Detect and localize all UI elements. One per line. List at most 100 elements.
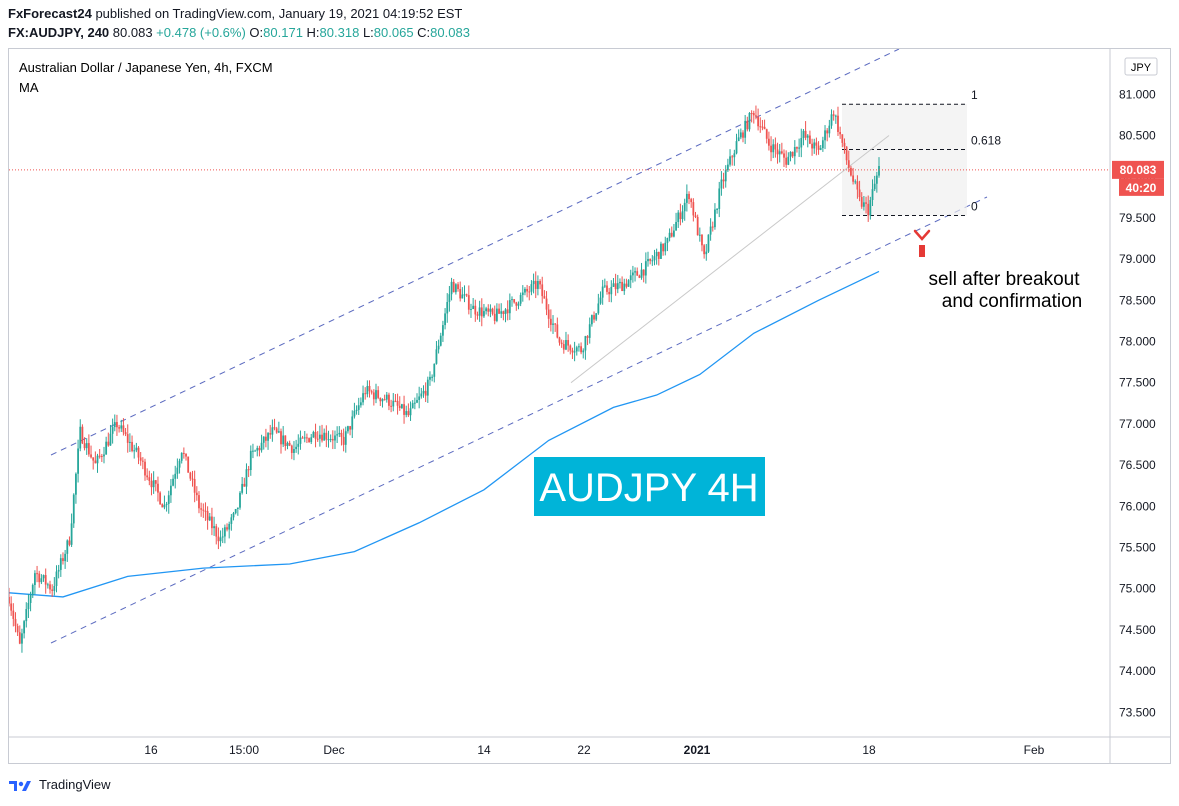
- candle-body: [228, 523, 231, 530]
- candle-body: [215, 526, 218, 537]
- candle-body: [638, 275, 641, 278]
- candle-body: [64, 553, 67, 562]
- candle-body: [321, 434, 323, 441]
- candle-body: [31, 585, 34, 596]
- candle-body: [105, 441, 108, 455]
- candle-body: [100, 455, 103, 457]
- time-tick: 15:00: [229, 743, 259, 757]
- price-tick: 74.500: [1119, 623, 1156, 637]
- tradingview-footer[interactable]: TradingView: [8, 777, 111, 792]
- candle-body: [303, 437, 306, 439]
- candle-body: [834, 115, 837, 117]
- candle-body: [435, 349, 438, 364]
- price-tick: 79.000: [1119, 252, 1156, 266]
- candle-body: [120, 425, 123, 429]
- price-tick: 79.500: [1119, 211, 1156, 225]
- candle-body: [77, 448, 79, 474]
- candle-body: [111, 427, 114, 434]
- candle-body: [409, 408, 412, 416]
- candle-body: [21, 633, 23, 644]
- close-label: C:: [417, 25, 431, 40]
- candle-body: [603, 285, 606, 287]
- candle-body: [867, 203, 870, 216]
- candle-body: [448, 294, 451, 302]
- candle-body: [748, 113, 751, 130]
- currency-badge[interactable]: [1124, 57, 1158, 76]
- candle-body: [696, 216, 699, 236]
- candle-body: [755, 115, 757, 117]
- chart-pane[interactable]: 1 0.618 0 73.500 74.000 74.500 75.000 75.500 76…: [8, 48, 1171, 764]
- price-chart[interactable]: 1 0.618 0 73.500 74.000 74.500 75.000 75.500 76…: [9, 49, 1170, 763]
- open-value: 80.171: [263, 25, 303, 40]
- candle-body: [556, 324, 559, 338]
- candle-body: [383, 399, 386, 401]
- candle-body: [357, 405, 360, 410]
- candle-body: [433, 363, 436, 377]
- annotation-line-1: sell after breakout: [928, 269, 1080, 290]
- candle-body: [14, 618, 17, 627]
- candle-body: [267, 433, 269, 441]
- candle-body: [578, 346, 580, 348]
- candle-body: [724, 170, 727, 182]
- candle-body: [828, 125, 831, 134]
- candle-body: [629, 275, 632, 281]
- price-tick: 78.500: [1119, 293, 1156, 307]
- candle-body: [36, 573, 38, 575]
- candle-body: [128, 441, 131, 443]
- candle-body: [284, 435, 287, 447]
- candle-body: [96, 455, 99, 464]
- candle-body: [677, 212, 680, 223]
- candle-body: [424, 390, 427, 396]
- candle-body: [640, 269, 643, 278]
- time-tick: 2021: [684, 743, 711, 757]
- candle-body: [163, 504, 166, 508]
- candle-body: [720, 179, 723, 189]
- candle-body: [206, 511, 209, 521]
- candle-body: [817, 145, 820, 150]
- candle-body: [722, 179, 725, 182]
- candle-body: [461, 294, 464, 299]
- candle-body: [675, 222, 677, 231]
- candle-body: [571, 350, 574, 353]
- candle-body: [593, 315, 595, 320]
- candle-body: [273, 427, 276, 429]
- candle-body: [232, 513, 235, 518]
- candle-body: [16, 626, 19, 633]
- candle-body: [774, 144, 777, 150]
- candle-body: [793, 147, 796, 157]
- candle-body: [133, 450, 136, 452]
- candle-body: [776, 149, 779, 155]
- candle-body: [49, 584, 51, 590]
- candle-body: [871, 189, 874, 200]
- candle-body: [137, 447, 140, 458]
- candle-body: [796, 147, 798, 149]
- candle-body: [584, 336, 587, 351]
- ohlc-bar: FX:AUDJPY, 240 80.083 +0.478 (+0.6%) O:8…: [8, 25, 470, 40]
- channel-lower: [50, 196, 988, 644]
- candle-body: [243, 483, 246, 487]
- candle-body: [726, 164, 729, 171]
- overlay-label-box: [534, 457, 765, 516]
- candle-body: [450, 281, 453, 295]
- candle-body: [131, 441, 133, 451]
- candle-body: [847, 160, 850, 168]
- candle-body: [297, 443, 300, 447]
- candle-body: [234, 508, 237, 514]
- candle-body: [474, 305, 477, 315]
- candle-body: [316, 438, 319, 440]
- candle-body: [351, 416, 354, 430]
- candle-body: [262, 436, 265, 443]
- candle-body: [636, 271, 639, 276]
- candle-body: [342, 436, 345, 445]
- candle-body: [780, 151, 783, 154]
- candle-body: [42, 575, 45, 579]
- candles: [9, 105, 880, 653]
- candle-body: [396, 400, 399, 406]
- candle-body: [601, 286, 604, 298]
- candle-body: [798, 147, 801, 149]
- candle-body: [850, 167, 852, 176]
- moving-average-line: [9, 270, 880, 598]
- candle-body: [485, 308, 487, 312]
- candle-body: [526, 288, 529, 292]
- close-value: 80.083: [430, 25, 470, 40]
